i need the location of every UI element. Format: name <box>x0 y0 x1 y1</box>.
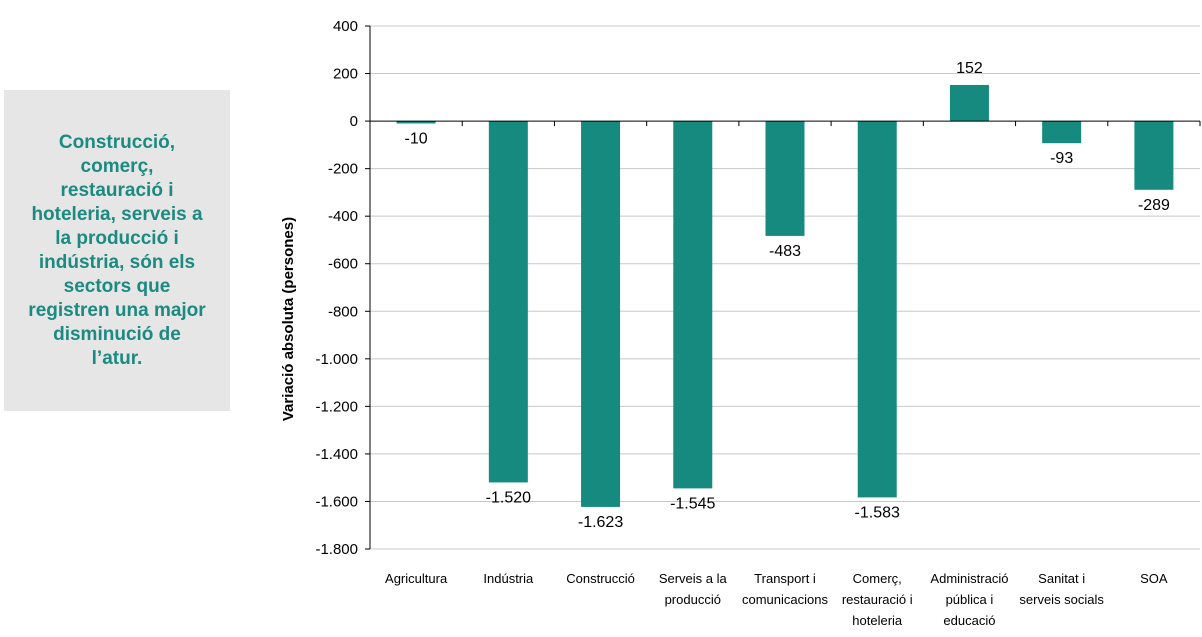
y-tick-label: -600 <box>328 256 358 273</box>
bar <box>581 121 621 507</box>
category-label: Transport i <box>754 571 816 586</box>
bar <box>949 84 989 122</box>
y-tick-label: -800 <box>328 303 358 320</box>
category-label: pública i <box>946 592 994 607</box>
y-tick-label: -200 <box>328 161 358 178</box>
category-label: Serveis a la <box>659 571 728 586</box>
callout-text: Construcció, comerç, restauració i hotel… <box>28 131 206 369</box>
data-label: -1.545 <box>670 495 715 512</box>
data-label: -93 <box>1050 150 1073 167</box>
data-label: -10 <box>405 130 428 147</box>
bar <box>396 121 436 124</box>
category-label: Sanitat i <box>1038 571 1085 586</box>
category-label: Administració <box>930 571 1008 586</box>
y-tick-label: -1.200 <box>315 398 358 415</box>
category-label: restauració i <box>842 592 913 607</box>
y-tick-label: -1.600 <box>315 493 358 510</box>
category-label: hoteleria <box>852 613 903 628</box>
category-label: Comerç, <box>853 571 902 586</box>
category-label: Agricultura <box>385 571 448 586</box>
callout-box: Construcció, comerç, restauració i hotel… <box>4 90 230 411</box>
category-label: Construcció <box>566 571 635 586</box>
data-label: -289 <box>1138 197 1170 214</box>
y-tick-label: -1.800 <box>315 541 358 558</box>
data-label: -1.623 <box>578 514 623 531</box>
y-tick-label: -400 <box>328 208 358 225</box>
bar <box>673 121 713 489</box>
labels: 400 200 0 -200 -400 -600 -800 -1.000 -1.200 -1.40… <box>315 18 1170 628</box>
bar <box>1042 121 1082 144</box>
bars <box>396 84 1174 507</box>
category-label: educació <box>943 613 995 628</box>
y-tick-label: -1.400 <box>315 446 358 463</box>
category-label: comunicacions <box>742 592 828 607</box>
y-tick-label: 200 <box>333 66 358 83</box>
category-label: serveis socials <box>1019 592 1104 607</box>
category-label: Indústria <box>483 571 534 586</box>
data-label: -483 <box>769 243 801 260</box>
y-tick-label: 400 <box>333 18 358 35</box>
data-label: -1.583 <box>855 504 900 521</box>
bar <box>488 121 528 483</box>
bar <box>857 121 897 498</box>
category-label: producció <box>665 592 721 607</box>
bar <box>765 121 805 236</box>
y-axis-title: Variació absoluta (persones) <box>280 217 297 421</box>
category-label: SOA <box>1140 571 1168 586</box>
bar <box>1134 121 1174 190</box>
axes <box>365 25 1201 550</box>
data-label: -1.520 <box>486 489 531 506</box>
data-label: 152 <box>956 60 983 77</box>
y-tick-label: 0 <box>350 113 358 130</box>
y-tick-label: -1.000 <box>315 351 358 368</box>
